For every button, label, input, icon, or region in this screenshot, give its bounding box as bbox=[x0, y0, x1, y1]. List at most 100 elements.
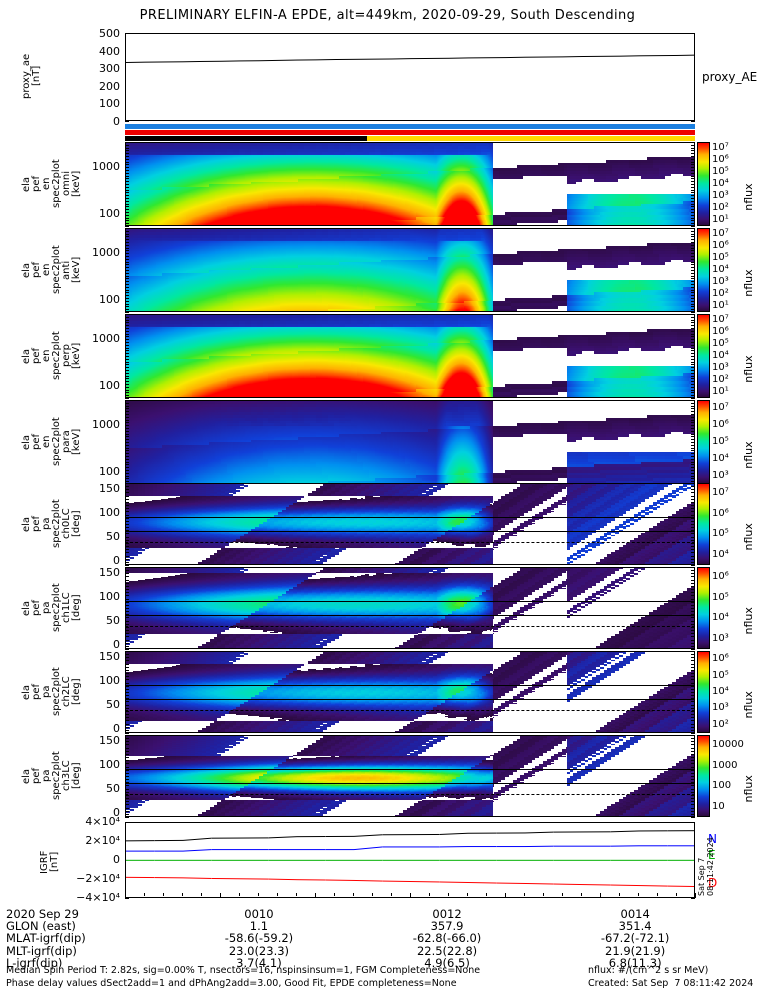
axis-tick bbox=[691, 458, 695, 460]
colorbar-tick-label: 10⁶ bbox=[712, 571, 729, 583]
footer-value: 1.1 bbox=[249, 919, 269, 934]
axis-tick bbox=[691, 358, 695, 360]
axis-tick bbox=[691, 156, 695, 157]
axis-tick bbox=[125, 779, 129, 781]
axis-tick bbox=[691, 192, 695, 194]
axis-tick bbox=[691, 763, 695, 765]
axis-tick bbox=[691, 630, 695, 632]
axis-tick bbox=[691, 400, 695, 401]
axis-tick bbox=[691, 576, 695, 578]
axis-tick bbox=[125, 247, 129, 249]
axis-tick bbox=[125, 527, 129, 529]
axis-tick bbox=[691, 676, 695, 678]
axis-tick bbox=[691, 375, 695, 377]
axis-tick bbox=[691, 309, 695, 311]
axis-tick bbox=[691, 685, 695, 687]
axis-tick bbox=[691, 433, 695, 435]
axis-tick bbox=[125, 483, 129, 484]
axis-tick bbox=[695, 893, 696, 898]
axis-tick bbox=[691, 444, 695, 446]
axis-tick bbox=[691, 481, 695, 483]
axis-tick bbox=[691, 281, 695, 283]
footer-value: 3.7(4.1) bbox=[236, 955, 282, 970]
axis-tick bbox=[125, 267, 129, 269]
axis-tick bbox=[691, 785, 695, 787]
axis-tick bbox=[125, 735, 129, 736]
axis-tick bbox=[125, 595, 129, 597]
axis-tick bbox=[691, 565, 695, 566]
proxy-ae-right-label: proxy_AE bbox=[702, 70, 758, 84]
axis-tick bbox=[691, 710, 695, 712]
colorbar bbox=[697, 483, 710, 565]
axis-tick bbox=[125, 539, 129, 541]
axis-tick bbox=[125, 567, 129, 568]
axis-tick bbox=[691, 142, 695, 143]
axis-tick bbox=[691, 483, 695, 484]
colorbar-tick-label: 10³ bbox=[712, 190, 729, 201]
axis-tick bbox=[125, 505, 129, 507]
axis-tick bbox=[691, 244, 695, 246]
axis-tick bbox=[691, 524, 695, 525]
axis-tick bbox=[691, 226, 695, 227]
axis-tick bbox=[125, 192, 129, 194]
axis-tick bbox=[125, 272, 129, 274]
axis-tick bbox=[125, 729, 129, 731]
axis-tick bbox=[125, 184, 129, 185]
axis-tick bbox=[125, 309, 129, 311]
axis-tick bbox=[125, 558, 129, 560]
created-timestamp-vertical: Sat Sep 7 08:11:42 2024 bbox=[697, 837, 715, 896]
axis-tick bbox=[691, 428, 695, 429]
energy-panel-1-ytick: 1000 bbox=[92, 246, 120, 260]
axis-tick bbox=[691, 220, 695, 222]
colorbar-tick-label: 10⁶ bbox=[712, 653, 729, 665]
axis-tick bbox=[125, 230, 129, 232]
axis-tick bbox=[125, 386, 129, 388]
loss-cone-line bbox=[125, 614, 695, 616]
axis-tick bbox=[125, 682, 129, 684]
axis-tick bbox=[125, 392, 129, 394]
axis-tick bbox=[125, 492, 129, 494]
axis-tick bbox=[691, 336, 695, 338]
axis-tick bbox=[125, 425, 129, 427]
axis-tick bbox=[691, 649, 695, 650]
axis-tick bbox=[691, 300, 695, 302]
axis-tick bbox=[125, 281, 129, 283]
axis-tick bbox=[125, 206, 129, 208]
axis-tick bbox=[125, 428, 129, 429]
axis-tick bbox=[125, 763, 129, 765]
axis-tick bbox=[125, 470, 129, 471]
axis-tick bbox=[691, 312, 695, 313]
axis-tick bbox=[467, 893, 468, 896]
axis-tick bbox=[691, 508, 695, 510]
axis-tick bbox=[125, 289, 129, 291]
axis-tick bbox=[691, 478, 695, 480]
axis-tick bbox=[125, 270, 129, 271]
loss-cone-line bbox=[125, 517, 695, 519]
footer-note-2: Phase delay values dSect2add=1 and dPhAn… bbox=[6, 978, 457, 989]
axis-tick bbox=[125, 589, 129, 591]
axis-tick bbox=[691, 651, 695, 652]
axis-tick bbox=[125, 256, 129, 257]
axis-tick bbox=[125, 217, 129, 219]
axis-tick bbox=[125, 181, 129, 183]
axis-tick bbox=[691, 461, 695, 463]
axis-tick bbox=[125, 253, 129, 255]
axis-tick bbox=[691, 760, 695, 762]
footer-created: Created: Sat Sep 7 08:11:42 2024 bbox=[588, 978, 754, 989]
pa-panel-2-ylabel: ela pef pa spec2plot ch2LC [deg] bbox=[21, 667, 82, 717]
axis-tick bbox=[691, 779, 695, 781]
footer-value: 0012 bbox=[432, 907, 462, 921]
axis-tick bbox=[125, 292, 129, 294]
colorbar bbox=[697, 735, 710, 817]
axis-tick bbox=[125, 375, 129, 377]
axis-tick bbox=[125, 330, 129, 332]
axis-tick bbox=[691, 436, 695, 438]
axis-tick bbox=[691, 707, 695, 709]
axis-tick bbox=[239, 893, 240, 896]
axis-tick bbox=[691, 744, 695, 746]
axis-tick bbox=[125, 433, 129, 435]
axis-tick bbox=[125, 167, 129, 169]
axis-tick bbox=[691, 361, 695, 363]
axis-tick bbox=[691, 212, 695, 213]
axis-tick bbox=[691, 167, 695, 169]
